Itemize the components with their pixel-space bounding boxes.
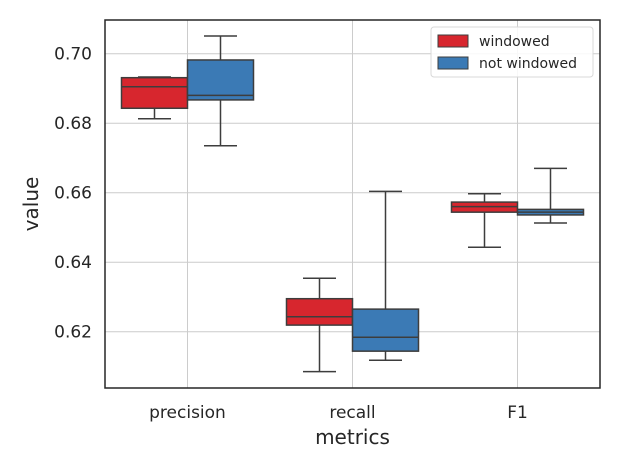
plot-frame [104,19,601,389]
x-tick-label-precision: precision [149,403,226,423]
legend: windowed not windowed [430,26,594,78]
box-layer [120,35,585,373]
box-not-windowed-f1 [516,167,585,224]
x-tick-label-f1: F1 [507,403,528,423]
tick-layer: 0.62 0.64 0.66 0.68 0.70 precision recall F1 [54,45,528,423]
y-tick-label: 0.70 [54,45,92,65]
box-iqr [120,76,189,110]
y-tick-label: 0.62 [54,323,92,343]
box-windowed-f1 [450,192,519,249]
legend-swatch-windowed [437,34,469,48]
y-axis-label: value [19,177,43,232]
legend-label-not-windowed: not windowed [479,56,577,72]
box-not-windowed-precision [186,35,255,147]
x-axis-label: metrics [315,425,390,449]
y-tick-label: 0.64 [54,253,92,273]
legend-box [430,26,594,78]
box-windowed-recall [285,277,354,373]
box-not-windowed-recall [351,190,420,361]
legend-swatch-not-windowed [437,56,469,70]
x-tick-label-recall: recall [329,403,375,423]
y-tick-label: 0.68 [54,114,92,134]
box-iqr [351,308,420,352]
box-windowed-precision [120,76,189,120]
y-tick-label: 0.66 [54,184,92,204]
box-iqr [285,297,354,326]
box-iqr [186,59,255,101]
legend-label-windowed: windowed [479,34,550,50]
